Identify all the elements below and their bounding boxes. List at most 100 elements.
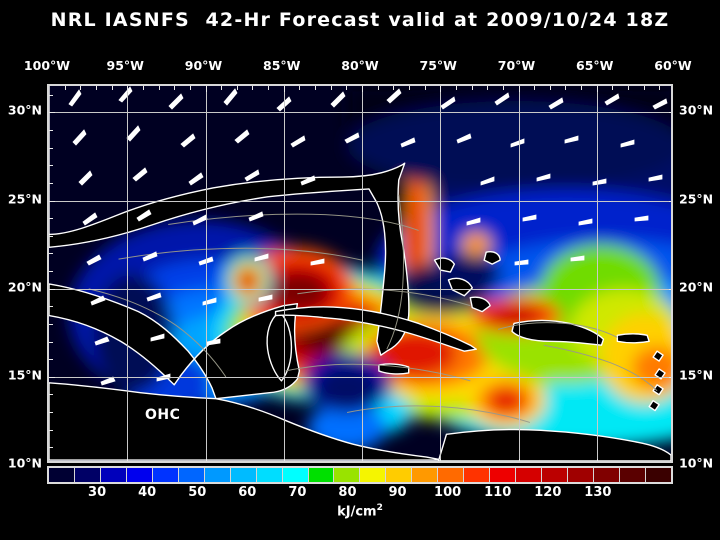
lon-tick-label: 100°W (23, 58, 71, 73)
axis-minor-tick (127, 459, 129, 461)
colorbar-swatch (619, 468, 646, 482)
colorbar-swatch (568, 468, 595, 482)
axis-minor-tick (644, 461, 645, 463)
axis-minor-tick (49, 253, 53, 255)
axis-minor-tick (393, 461, 394, 463)
lon-tick-label: 65°W (576, 58, 614, 73)
lat-tick-label-left: 20°N (7, 279, 42, 295)
axis-minor-tick (671, 271, 673, 272)
colorbar[interactable] (47, 466, 673, 484)
axis-minor-tick (49, 447, 53, 449)
axis-minor-tick (596, 86, 598, 92)
lon-tick-label: 90°W (184, 58, 223, 73)
colorbar-units-exponent: 2 (376, 503, 383, 513)
axis-minor-tick (49, 200, 55, 202)
axis-minor-tick (659, 86, 661, 90)
axis-minor-tick (565, 86, 567, 90)
axis-minor-tick (96, 461, 97, 463)
colorbar-swatch (645, 468, 671, 482)
graticule-parallel (49, 112, 671, 114)
colorbar-swatch (74, 468, 101, 482)
colorbar-tick-label: 30 (88, 485, 107, 500)
axis-minor-tick (49, 130, 53, 132)
lat-tick-label-left: 25°N (7, 191, 42, 207)
colorbar-swatch (49, 468, 75, 482)
axis-minor-tick (455, 86, 457, 90)
axis-minor-tick (581, 461, 582, 463)
colorbar-swatch (490, 468, 517, 482)
map-canvas (49, 86, 671, 461)
colorbar-tick-label: 120 (534, 485, 562, 500)
lon-tick-label: 80°W (341, 58, 379, 73)
axis-minor-tick (142, 86, 144, 90)
axis-minor-tick (671, 359, 673, 360)
colorbar-swatch (464, 468, 491, 482)
axis-minor-tick (80, 461, 81, 463)
ohc-field-label: OHC (145, 407, 181, 423)
axis-minor-tick (49, 288, 55, 290)
axis-minor-tick (671, 430, 673, 431)
graticule-meridian (440, 86, 442, 461)
axis-minor-tick (237, 461, 238, 463)
axis-minor-tick (49, 306, 53, 308)
colorbar-tick-label: 110 (484, 485, 512, 500)
axis-minor-tick (268, 86, 270, 90)
axis-minor-tick (49, 376, 55, 378)
lat-tick-label-right: 20°N (679, 279, 714, 295)
axis-minor-tick (628, 461, 629, 463)
lon-tick-label: 85°W (263, 58, 301, 73)
axis-minor-tick (671, 447, 673, 448)
colorbar-tick-label: 100 (434, 485, 462, 500)
lat-tick-label-left: 10°N (7, 455, 42, 471)
graticule-meridian (518, 86, 520, 461)
axis-minor-tick (221, 86, 223, 90)
axis-minor-tick (669, 112, 671, 114)
colorbar-swatch (204, 468, 231, 482)
axis-minor-tick (49, 94, 53, 96)
colorbar-swatch (516, 468, 543, 482)
colorbar-tick-labels: 30 40 50 60 70 80 90 100 110 120 130 (47, 485, 673, 503)
axis-minor-tick (671, 412, 673, 413)
axis-minor-tick (205, 459, 207, 461)
graticule-meridian (362, 86, 363, 461)
axis-minor-tick (612, 86, 614, 90)
axis-minor-tick (49, 147, 53, 149)
axis-minor-tick (549, 86, 551, 90)
axis-minor-tick (487, 86, 489, 90)
axis-minor-tick (49, 359, 53, 361)
axis-minor-tick (174, 461, 175, 463)
colorbar-tick-label: 40 (138, 485, 157, 500)
colorbar-swatch (230, 468, 257, 482)
axis-minor-tick (671, 148, 673, 149)
axis-minor-tick (315, 86, 317, 90)
axis-minor-tick (111, 86, 113, 90)
map-plot-area[interactable]: OHC (47, 84, 673, 463)
colorbar-swatch (256, 468, 283, 482)
axis-minor-tick (236, 86, 238, 90)
axis-minor-tick (502, 86, 504, 90)
axis-minor-tick (643, 86, 645, 90)
lon-tick-label: 95°W (106, 58, 144, 73)
axis-minor-tick (424, 86, 426, 90)
lon-tick-label: 75°W (419, 58, 457, 73)
axis-minor-tick (377, 86, 379, 90)
axis-minor-tick (346, 461, 347, 463)
axis-minor-tick (669, 200, 671, 202)
axis-minor-tick (671, 236, 673, 237)
colorbar-units-main: kJ/cm (337, 504, 377, 520)
colorbar-swatch (308, 468, 335, 482)
axis-minor-tick (49, 218, 53, 220)
colorbar-swatch (386, 468, 413, 482)
axis-minor-tick (299, 86, 301, 90)
colorbar-swatch (178, 468, 205, 482)
axis-minor-tick (346, 86, 348, 90)
axis-minor-tick (283, 86, 285, 92)
axis-minor-tick (393, 86, 395, 90)
axis-minor-tick (550, 461, 551, 463)
lat-tick-label-right: 10°N (679, 455, 714, 471)
axis-minor-tick (409, 461, 410, 463)
axis-minor-tick (518, 459, 520, 461)
axis-minor-tick (440, 459, 442, 461)
axis-minor-tick (581, 86, 583, 90)
axis-minor-tick (669, 376, 671, 378)
